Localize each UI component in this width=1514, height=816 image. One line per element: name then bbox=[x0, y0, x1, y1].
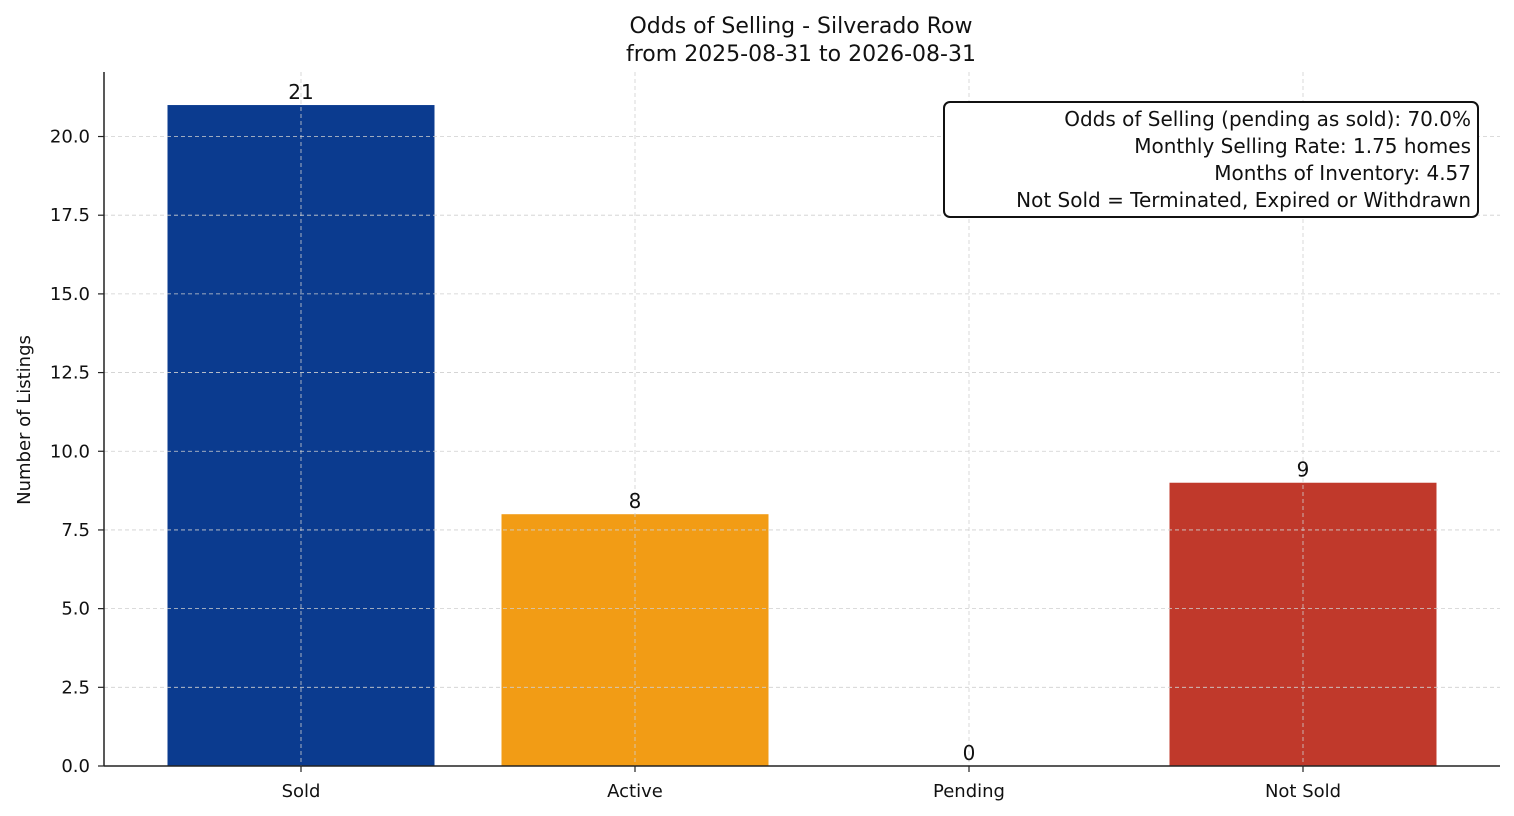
y-tick-label: 10.0 bbox=[50, 441, 90, 462]
chart-title: Odds of Selling - Silverado Row bbox=[629, 14, 972, 39]
annotation-months-inventory: Months of Inventory: 4.57 bbox=[1214, 161, 1471, 185]
y-tick-label: 2.5 bbox=[61, 677, 90, 698]
y-axis-label: Number of Listings bbox=[14, 335, 35, 505]
data-label-sold: 21 bbox=[288, 80, 313, 104]
y-tick-label: 0.0 bbox=[61, 756, 90, 777]
x-tick-label-pending: Pending bbox=[933, 781, 1005, 802]
axes bbox=[103, 72, 1500, 767]
annotation-box: Odds of Selling (pending as sold): 70.0%… bbox=[943, 101, 1479, 218]
axis-ticks: 0.0 2.5 5.0 7.5 10.0 12.5 15.0 17.5 20.0 Sold Acti… bbox=[50, 127, 1341, 802]
y-tick-label: 12.5 bbox=[50, 363, 90, 384]
y-tick-label: 7.5 bbox=[61, 520, 90, 541]
annotation-not-sold-note: Not Sold = Terminated, Expired or Withdr… bbox=[1016, 188, 1471, 212]
bar-sold bbox=[167, 105, 435, 767]
data-labels: 21 8 0 9 bbox=[288, 80, 1309, 765]
annotation-selling-rate: Monthly Selling Rate: 1.75 homes bbox=[1134, 134, 1471, 158]
data-label-pending: 0 bbox=[963, 741, 976, 765]
y-tick-label: 15.0 bbox=[50, 284, 90, 305]
x-tick-label-sold: Sold bbox=[282, 781, 321, 802]
y-tick-label: 17.5 bbox=[50, 205, 90, 226]
x-tick-label-active: Active bbox=[607, 781, 663, 802]
y-tick-label: 20.0 bbox=[50, 127, 90, 148]
data-label-active: 8 bbox=[629, 489, 642, 513]
data-label-not-sold: 9 bbox=[1297, 458, 1310, 482]
annotation-frame bbox=[943, 101, 1479, 218]
chart-subtitle: from 2025-08-31 to 2026-08-31 bbox=[626, 42, 976, 67]
annotation-odds: Odds of Selling (pending as sold): 70.0% bbox=[1064, 107, 1471, 131]
x-tick-label-not-sold: Not Sold bbox=[1265, 781, 1341, 802]
y-tick-label: 5.0 bbox=[61, 599, 90, 620]
